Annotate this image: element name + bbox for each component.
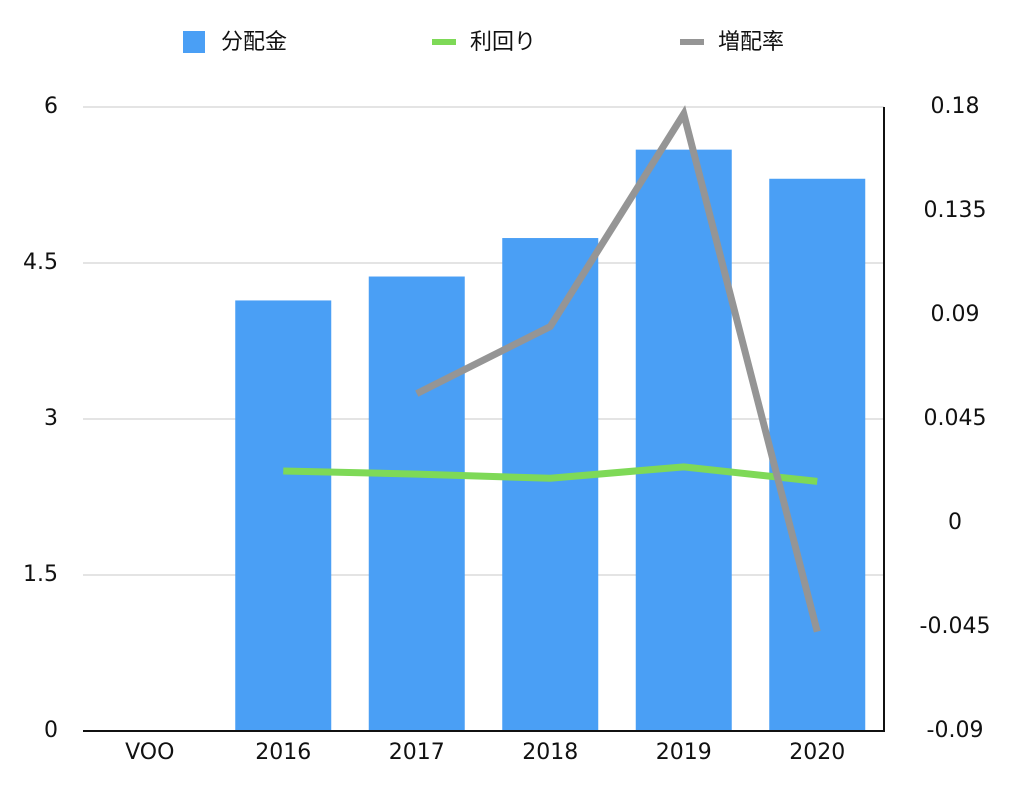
bar bbox=[769, 178, 866, 731]
x-tick-label: 2019 bbox=[656, 740, 712, 765]
x-tick-label: 2017 bbox=[389, 740, 445, 765]
y2-tick-label: 0.09 bbox=[931, 302, 980, 327]
y-tick-label: 1.5 bbox=[23, 562, 58, 587]
legend-swatch bbox=[183, 31, 205, 53]
y-tick-label: 6 bbox=[44, 94, 58, 119]
x-tick-label: 2020 bbox=[789, 740, 845, 765]
y2-tick-label: 0.18 bbox=[931, 94, 980, 119]
legend-label: 利回り bbox=[470, 30, 536, 55]
y2-tick-label: 0.135 bbox=[924, 198, 987, 223]
line bbox=[283, 463, 818, 485]
bar bbox=[368, 276, 465, 731]
bar bbox=[502, 238, 599, 732]
y2-tick-label: -0.09 bbox=[927, 718, 984, 743]
bar bbox=[235, 300, 332, 731]
x-tick-label: 2018 bbox=[522, 740, 578, 765]
y-tick-label: 4.5 bbox=[23, 250, 58, 275]
y2-tick-label: -0.045 bbox=[920, 614, 991, 639]
legend-label: 増配率 bbox=[718, 30, 784, 55]
y2-tick-label: 0 bbox=[948, 510, 962, 535]
x-tick-label: 2016 bbox=[255, 740, 311, 765]
line bbox=[415, 105, 821, 633]
y2-tick-label: 0.045 bbox=[924, 406, 987, 431]
x-tick-label: VOO bbox=[125, 740, 174, 765]
y-tick-label: 0 bbox=[44, 718, 58, 743]
legend-label: 分配金 bbox=[221, 30, 287, 55]
y-tick-label: 3 bbox=[44, 406, 58, 431]
